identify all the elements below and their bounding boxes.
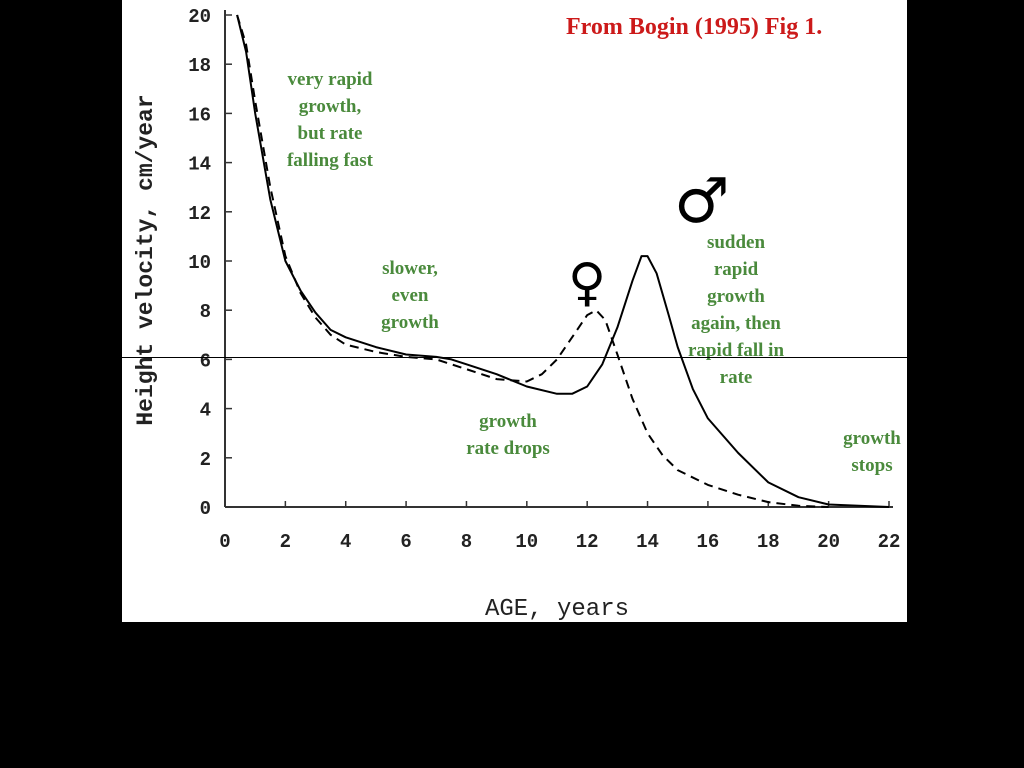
y-tick-label: 10	[188, 252, 211, 274]
female-symbol: ♀	[568, 253, 606, 313]
tick-marks: 0 2 4 6 8 10 12 14 16 18 20 22 0 2 4 6 8 10 12 14 16 18 20	[188, 6, 900, 553]
x-tick-label: 20	[817, 531, 840, 553]
y-tick-label: 20	[188, 6, 211, 28]
x-tick-label: 0	[219, 531, 230, 553]
annotation-rapid-growth: very rapid growth, but rate falling fast	[286, 69, 374, 171]
x-tick-label: 2	[280, 531, 291, 553]
series-layer	[236, 14, 890, 508]
y-tick-label: 6	[200, 350, 211, 372]
x-tick-label: 4	[340, 531, 351, 553]
x-tick-label: 16	[697, 531, 720, 553]
y-tick-label: 8	[200, 301, 211, 323]
chart-title: From Bogin (1995) Fig 1.	[566, 14, 822, 40]
axes	[224, 10, 893, 508]
y-tick-label: 18	[188, 55, 211, 77]
x-tick-label: 12	[576, 531, 599, 553]
divider-line	[122, 357, 907, 358]
x-axis-label: AGE, years	[485, 596, 629, 622]
x-tick-label: 8	[461, 531, 472, 553]
series-line-female	[236, 14, 829, 508]
annotation-growth-stops: growth stops	[843, 428, 901, 476]
y-tick-label: 2	[200, 449, 211, 471]
x-tick-label: 6	[400, 531, 411, 553]
x-tick-label: 14	[636, 531, 659, 553]
y-tick-label: 0	[200, 498, 211, 520]
y-tick-label: 14	[188, 154, 211, 176]
chart-figure: 0 2 4 6 8 10 12 14 16 18 20 22 0 2 4 6 8 10 12 14 16 18 20 Fro…	[122, 0, 907, 622]
y-axis-label: Height velocity, cm/year	[133, 94, 159, 425]
male-symbol: ♂	[674, 164, 730, 237]
annotation-rate-drops: growth rate drops	[466, 411, 550, 459]
growth-velocity-chart: 0 2 4 6 8 10 12 14 16 18 20 22 0 2 4 6 8 10 12 14 16 18 20 Fro…	[133, 6, 900, 622]
x-tick-label: 18	[757, 531, 780, 553]
annotation-slower-growth: slower, even growth	[381, 258, 439, 333]
x-tick-label: 22	[878, 531, 901, 553]
y-tick-label: 12	[188, 203, 211, 225]
y-tick-label: 4	[200, 400, 211, 422]
series-line-male	[236, 14, 890, 508]
annotation-sudden-growth: sudden rapid growth again, then rapid fa…	[687, 232, 785, 388]
y-tick-label: 16	[188, 104, 211, 126]
x-tick-label: 10	[515, 531, 538, 553]
